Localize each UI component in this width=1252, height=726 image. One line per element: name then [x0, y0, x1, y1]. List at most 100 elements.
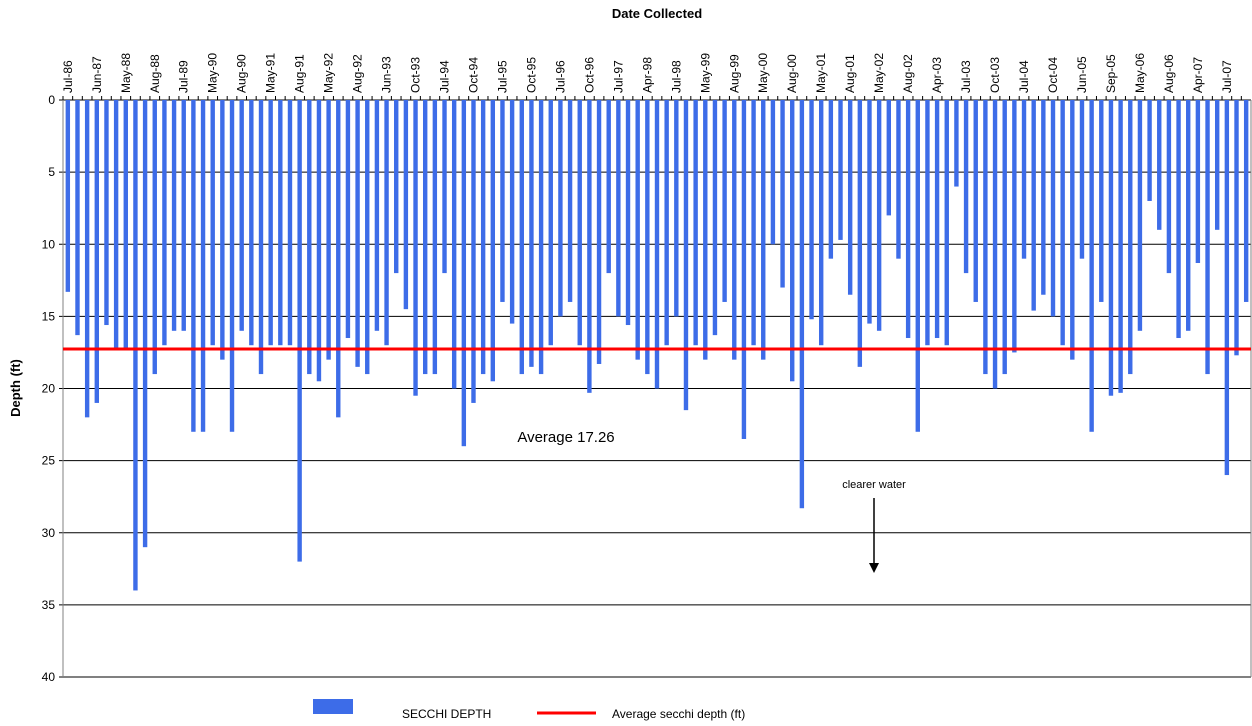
bar — [133, 100, 138, 591]
y-tick-label: 5 — [48, 165, 55, 179]
bar — [519, 100, 524, 375]
bar — [123, 100, 128, 349]
legend-label: SECCHI DEPTH — [402, 707, 491, 721]
bar — [954, 100, 959, 187]
bar — [500, 100, 505, 302]
bar — [1128, 100, 1133, 375]
bar — [84, 100, 90, 418]
bar — [693, 100, 698, 346]
bar — [113, 100, 119, 349]
bar — [886, 100, 892, 216]
x-tick-label: May-00 — [756, 53, 770, 93]
bar — [1118, 100, 1123, 393]
bar — [374, 100, 380, 331]
bar — [316, 100, 322, 382]
bar — [529, 100, 534, 367]
x-tick-label: Jun-93 — [380, 56, 394, 93]
bar — [1137, 100, 1143, 331]
x-tick-label: May-88 — [119, 53, 133, 93]
bar — [65, 100, 71, 292]
bar — [365, 100, 370, 375]
x-tick-label: Apr-98 — [640, 57, 654, 93]
x-tick-label: Aug-06 — [1162, 54, 1176, 93]
x-tick-label: Apr-07 — [1191, 57, 1205, 93]
bar — [394, 100, 399, 274]
bar — [983, 100, 988, 375]
bar — [345, 100, 351, 339]
bar — [384, 100, 389, 346]
bar — [191, 100, 196, 432]
y-tick-label: 0 — [48, 93, 55, 107]
x-tick-label: Oct-96 — [582, 57, 596, 93]
bar — [326, 100, 331, 360]
bar — [973, 100, 978, 302]
x-tick-label: Oct-03 — [988, 57, 1002, 93]
bar — [818, 100, 824, 346]
x-tick-label: May-06 — [1133, 53, 1147, 93]
bar — [181, 100, 186, 331]
x-tick-label: Aug-02 — [901, 54, 915, 93]
bar — [654, 100, 660, 389]
bar — [645, 100, 650, 375]
y-tick-label: 30 — [42, 526, 56, 540]
x-tick-label: Oct-04 — [1046, 57, 1060, 93]
bar — [567, 100, 573, 302]
bar — [461, 100, 467, 447]
bar — [268, 100, 273, 346]
bar — [538, 100, 544, 375]
bar — [587, 100, 592, 393]
bar — [751, 100, 756, 346]
clearer-water-annotation: clearer water — [842, 479, 906, 491]
bar — [625, 100, 631, 326]
x-tick-label: Jul-04 — [1017, 60, 1031, 93]
bar — [790, 100, 795, 382]
bar — [809, 100, 814, 320]
bar — [1108, 100, 1114, 396]
x-tick-label: May-92 — [322, 53, 336, 93]
bar — [838, 100, 843, 240]
bar — [847, 100, 853, 295]
y-tick-label: 40 — [42, 670, 56, 684]
x-tick-label: Jul-94 — [438, 60, 452, 93]
bar — [1224, 100, 1230, 476]
bar — [828, 100, 834, 259]
x-tick-label: Jul-89 — [177, 60, 191, 93]
legend-label: Average secchi depth (ft) — [612, 707, 745, 721]
bar — [1070, 100, 1075, 360]
bar — [1214, 100, 1220, 230]
x-tick-label: Aug-99 — [727, 54, 741, 93]
bar — [220, 100, 225, 360]
bar — [210, 100, 215, 346]
chart-title: Date Collected — [612, 6, 702, 21]
x-tick-label: Jun-87 — [90, 56, 104, 93]
bar — [780, 100, 785, 288]
bar — [712, 100, 718, 336]
bar — [480, 100, 486, 375]
bar — [1147, 100, 1152, 201]
bar — [934, 100, 940, 339]
x-tick-label: Jul-96 — [553, 60, 567, 93]
bar — [1060, 100, 1065, 346]
bar — [703, 100, 708, 360]
x-tick-label: Aug-91 — [293, 54, 307, 93]
bar — [616, 100, 621, 317]
bar — [558, 100, 563, 317]
bar — [249, 100, 254, 346]
bar — [239, 100, 244, 331]
bar — [1041, 100, 1046, 295]
bar — [1050, 100, 1056, 317]
bar — [674, 100, 679, 317]
x-tick-label: Aug-92 — [351, 54, 365, 93]
x-tick-label: Aug-88 — [148, 54, 162, 93]
bar — [963, 100, 969, 274]
bar — [896, 100, 901, 259]
bar — [162, 100, 167, 346]
bar — [1157, 100, 1162, 230]
x-tick-label: May-91 — [264, 53, 278, 93]
bar — [876, 100, 882, 331]
y-axis-label: Depth (ft) — [8, 359, 23, 417]
bar — [1186, 100, 1191, 331]
x-tick-label: Oct-94 — [466, 57, 480, 93]
bar — [944, 100, 949, 346]
